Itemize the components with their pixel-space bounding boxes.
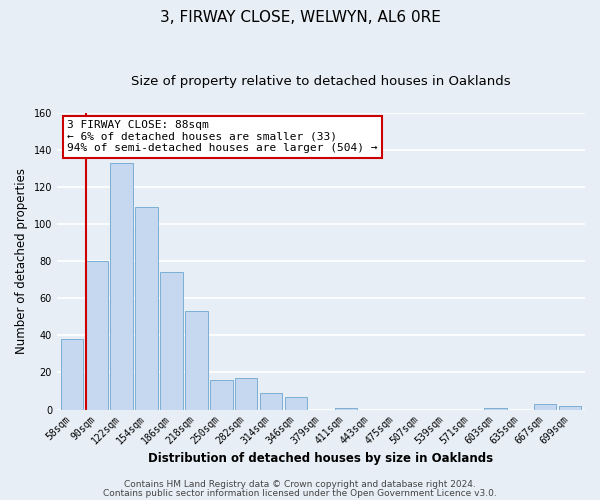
Text: Contains HM Land Registry data © Crown copyright and database right 2024.: Contains HM Land Registry data © Crown c… — [124, 480, 476, 489]
Bar — [136, 208, 158, 410]
Bar — [335, 408, 357, 410]
Bar — [235, 378, 257, 410]
Bar — [285, 396, 307, 409]
Bar — [160, 272, 183, 409]
Bar — [534, 404, 556, 409]
Y-axis label: Number of detached properties: Number of detached properties — [15, 168, 28, 354]
Bar — [210, 380, 233, 410]
Text: 3 FIRWAY CLOSE: 88sqm
← 6% of detached houses are smaller (33)
94% of semi-detac: 3 FIRWAY CLOSE: 88sqm ← 6% of detached h… — [67, 120, 378, 154]
Bar — [260, 393, 283, 409]
Bar — [484, 408, 506, 410]
Text: 3, FIRWAY CLOSE, WELWYN, AL6 0RE: 3, FIRWAY CLOSE, WELWYN, AL6 0RE — [160, 10, 440, 25]
X-axis label: Distribution of detached houses by size in Oaklands: Distribution of detached houses by size … — [148, 452, 494, 465]
Bar — [110, 163, 133, 410]
Bar — [559, 406, 581, 409]
Bar — [86, 261, 108, 410]
Bar — [61, 339, 83, 409]
Text: Contains public sector information licensed under the Open Government Licence v3: Contains public sector information licen… — [103, 488, 497, 498]
Title: Size of property relative to detached houses in Oaklands: Size of property relative to detached ho… — [131, 75, 511, 88]
Bar — [185, 312, 208, 410]
